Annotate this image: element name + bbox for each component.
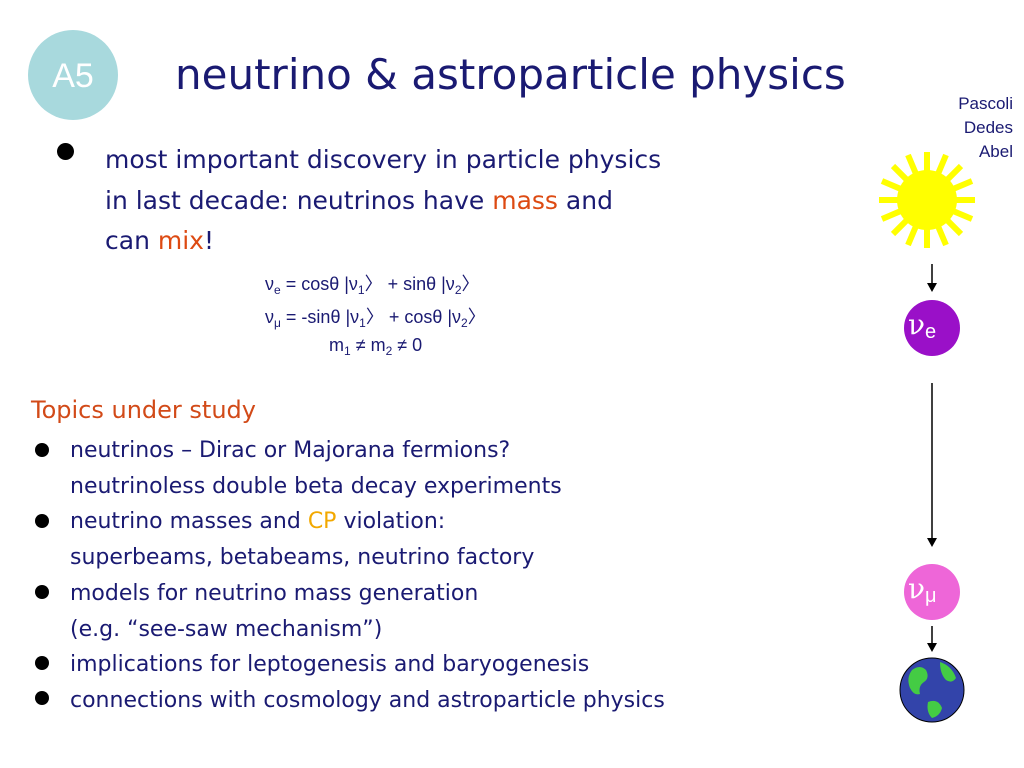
topic-line: (e.g. “see-saw mechanism”) (70, 616, 383, 642)
symbol: ν (265, 307, 274, 327)
subscript: 2 (385, 344, 393, 358)
intro: most important discovery in particle phy… (105, 140, 661, 262)
subscript: e (925, 321, 937, 343)
text: 〉 + cosθ |ν (365, 307, 462, 327)
authors: Pascoli Dedes Abel (958, 92, 1013, 164)
highlight: mass (492, 185, 558, 215)
text: can (105, 226, 158, 255)
nu-mu-label: νμ (908, 572, 937, 607)
bullet (35, 656, 49, 670)
text: most important discovery in particle phy… (105, 145, 662, 174)
text: ≠ 0 (392, 335, 423, 355)
subscript: 2 (454, 283, 462, 297)
badge-circle (28, 30, 118, 120)
symbol: ν (265, 274, 274, 294)
bullet (35, 514, 49, 528)
text: in last decade: neutrinos have (105, 185, 493, 215)
bullet (35, 691, 49, 705)
topics-heading: Topics under study (31, 396, 256, 424)
topic-line: connections with cosmology and astropart… (70, 687, 665, 713)
highlight: CP (307, 509, 337, 535)
subscript: 1 (359, 316, 366, 330)
text: and (557, 185, 613, 215)
topic-line: models for neutrino mass generation (70, 580, 479, 606)
subscript: e (274, 283, 281, 297)
nu-e-label: νe (908, 308, 937, 343)
highlight: mix (157, 226, 204, 255)
text: ≠ m (350, 335, 386, 355)
intro-line: in last decade: neutrinos have mass and (105, 181, 661, 222)
nu-mu-circle (904, 564, 960, 620)
topic-line: implications for leptogenesis and baryog… (70, 652, 590, 678)
intro-line: most important discovery in particle phy… (105, 140, 661, 181)
earth (899, 657, 965, 723)
subscript: 1 (357, 283, 365, 297)
symbol: ν (908, 572, 926, 605)
nu-e-circle (904, 300, 960, 356)
badge: A5 (52, 57, 94, 95)
symbol: ν (908, 308, 926, 341)
topic-line: superbeams, betabeams, neutrino factory (70, 545, 535, 571)
text: = -sinθ |ν (280, 307, 360, 327)
author: Abel (978, 142, 1013, 161)
topic-line: neutrino masses and CP violation: (70, 504, 665, 540)
text: neutrino masses and (70, 509, 308, 535)
title: neutrino & astroparticle physics (175, 50, 846, 99)
text: 〉 (467, 307, 486, 327)
text: = cosθ |ν (280, 274, 358, 294)
topic-list: neutrinos – Dirac or Majorana fermions? … (70, 433, 665, 719)
subscript: 2 (461, 316, 468, 330)
author: Pascoli (958, 94, 1013, 113)
subscript: μ (274, 316, 281, 330)
equation: m1 ≠ m2 ≠ 0 (329, 335, 423, 358)
equation: νe = cosθ |ν1〉 + sinθ |ν2〉 (265, 270, 480, 296)
text: 〉 + sinθ |ν (364, 274, 455, 294)
text: 〉 (461, 274, 480, 294)
bullet (57, 143, 74, 160)
topic-line: neutrinos – Dirac or Majorana fermions? (70, 438, 511, 463)
bullet (35, 585, 49, 599)
subscript: 1 (344, 344, 351, 358)
bullet (35, 443, 49, 457)
equation: νμ = -sinθ |ν1〉 + cosθ |ν2〉 (265, 303, 486, 329)
topic-line: neutrinoless double beta decay experimen… (70, 473, 562, 499)
subscript: μ (925, 585, 937, 607)
text: violation: (336, 509, 446, 535)
author: Dedes (963, 118, 1013, 137)
intro-line: can mix! (105, 221, 661, 262)
text: ! (203, 226, 214, 255)
sun (879, 152, 975, 248)
arrows (927, 264, 937, 652)
symbol: m (329, 335, 344, 355)
